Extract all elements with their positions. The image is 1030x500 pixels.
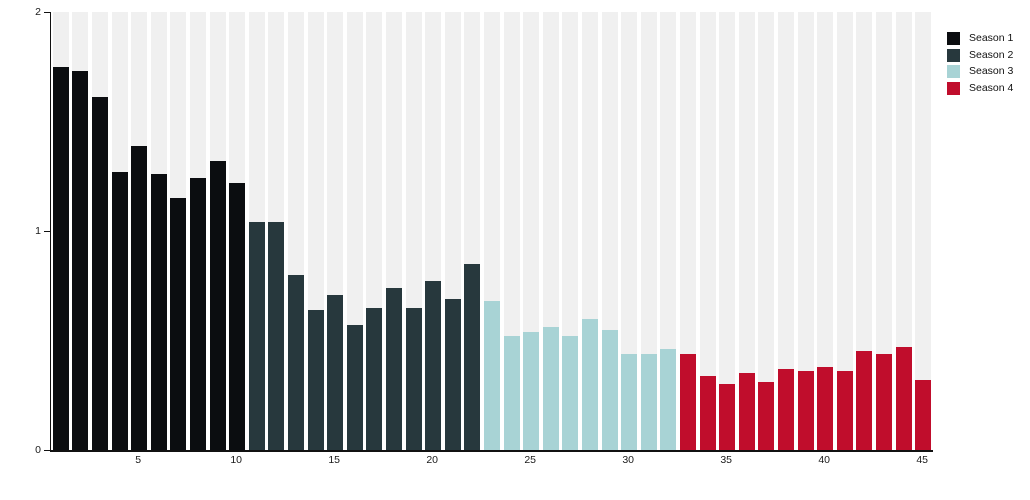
bar-episode-16 [346,325,363,450]
bar-episode-44 [895,347,912,450]
bar-episode-36 [738,373,755,450]
bar-episode-17 [366,307,383,450]
legend-item-season-4: Season 4 [947,82,1014,96]
bar-episode-19 [405,307,422,450]
background-band [817,12,834,450]
y-tick-label-1: 1 [35,225,41,237]
legend-label: Season 1 [969,32,1014,44]
bar-episode-33 [680,353,696,450]
y-tick-mark-2 [44,11,50,13]
background-band [738,12,755,450]
x-tick-label-5: 5 [135,454,142,466]
legend-label: Season 3 [969,65,1014,78]
bar-episode-9 [209,160,226,450]
bar-episode-32 [660,349,677,450]
legend-swatch-icon [947,48,960,62]
bar-episode-25 [523,331,540,450]
y-tick-label-0: 0 [35,444,41,456]
background-band [778,12,794,450]
bar-episode-21 [444,298,461,450]
y-tick-mark-0 [44,449,50,451]
bar-episode-26 [542,327,559,450]
bar-episode-4 [111,171,128,450]
background-band [660,12,677,450]
bar-episode-5 [131,145,148,450]
background-band [640,12,657,450]
background-band [876,12,892,450]
legend-swatch-icon [947,65,960,79]
bar-episode-30 [621,353,638,450]
legend: Season 1 Season 2 Season 3 Season 4 [947,32,1013,99]
legend-item-season-1: Season 1 [947,32,1013,45]
bar-episode-27 [562,336,579,450]
legend-swatch-icon [947,82,960,96]
bar-episode-20 [425,281,442,450]
bar-episode-45 [915,379,932,450]
bar-episode-7 [170,198,187,450]
legend-item-season-2: Season 2 [947,48,1014,62]
bar-episode-2 [72,71,89,450]
background-band [621,12,638,450]
bar-episode-13 [288,274,304,450]
bar-episode-34 [699,375,716,450]
background-band [895,12,912,450]
background-band [856,12,873,450]
x-tick-label-35: 35 [720,454,733,466]
bar-episode-15 [327,294,344,450]
x-tick-label-25: 25 [524,454,537,466]
background-band [680,12,696,450]
bar-episode-39 [797,371,814,450]
bar-episode-41 [836,371,853,450]
background-band [719,12,736,450]
bar-episode-35 [719,384,736,450]
bar-episode-12 [268,222,285,450]
bar-episode-24 [503,336,520,450]
plot-area [50,12,933,452]
legend-label: Season 4 [969,82,1014,95]
legend-label: Season 2 [969,48,1014,61]
bar-episode-6 [150,174,167,450]
background-band [836,12,853,450]
bar-episode-23 [484,301,500,450]
background-band [915,12,932,450]
x-tick-label-30: 30 [622,454,635,466]
bar-episode-42 [856,351,873,450]
legend-item-season-3: Season 3 [947,65,1014,79]
bar-episode-40 [817,366,834,450]
bar-episode-10 [229,182,246,450]
x-tick-label-10: 10 [230,454,243,466]
bar-episode-8 [190,178,206,450]
bar-episode-18 [386,287,402,450]
x-tick-label-15: 15 [328,454,341,466]
bar-episode-31 [640,353,657,450]
background-band [758,12,775,450]
bar-episode-1 [52,66,69,450]
bar-episode-3 [92,97,108,450]
bar-episode-28 [582,318,598,450]
bar-episode-22 [464,263,481,450]
bar-episode-38 [778,368,794,450]
y-tick-mark-1 [44,230,50,232]
x-tick-label-40: 40 [818,454,831,466]
background-band [699,12,716,450]
x-tick-label-20: 20 [426,454,439,466]
legend-swatch-icon [947,32,960,45]
bar-episode-43 [876,353,892,450]
background-band [797,12,814,450]
y-tick-label-2: 2 [35,6,41,18]
x-tick-label-45: 45 [916,454,929,466]
bar-episode-11 [248,222,265,450]
bar-episode-14 [307,309,324,450]
bar-episode-29 [601,329,618,450]
bar-episode-37 [758,382,775,450]
